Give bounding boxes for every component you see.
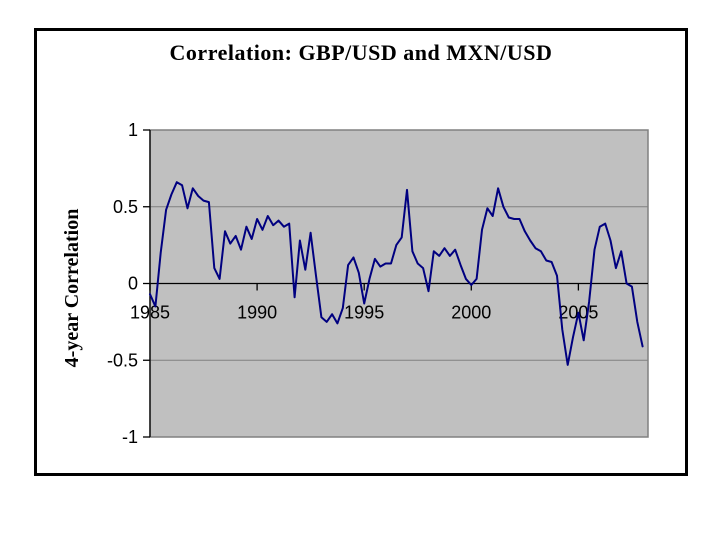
y-tick-label: -1 <box>122 427 138 447</box>
y-tick-label: -0.5 <box>107 350 138 370</box>
y-tick-label: 0 <box>128 274 138 294</box>
series-line <box>149 181 644 366</box>
y-tick-label: 1 <box>128 120 138 140</box>
chart-title: Correlation: GBP/USD and MXN/USD <box>169 40 553 65</box>
x-tick-label: 1995 <box>344 303 384 323</box>
y-tick-label: 0.5 <box>113 197 138 217</box>
x-tick-label: 2000 <box>451 303 491 323</box>
x-tick-label: 1990 <box>237 303 277 323</box>
